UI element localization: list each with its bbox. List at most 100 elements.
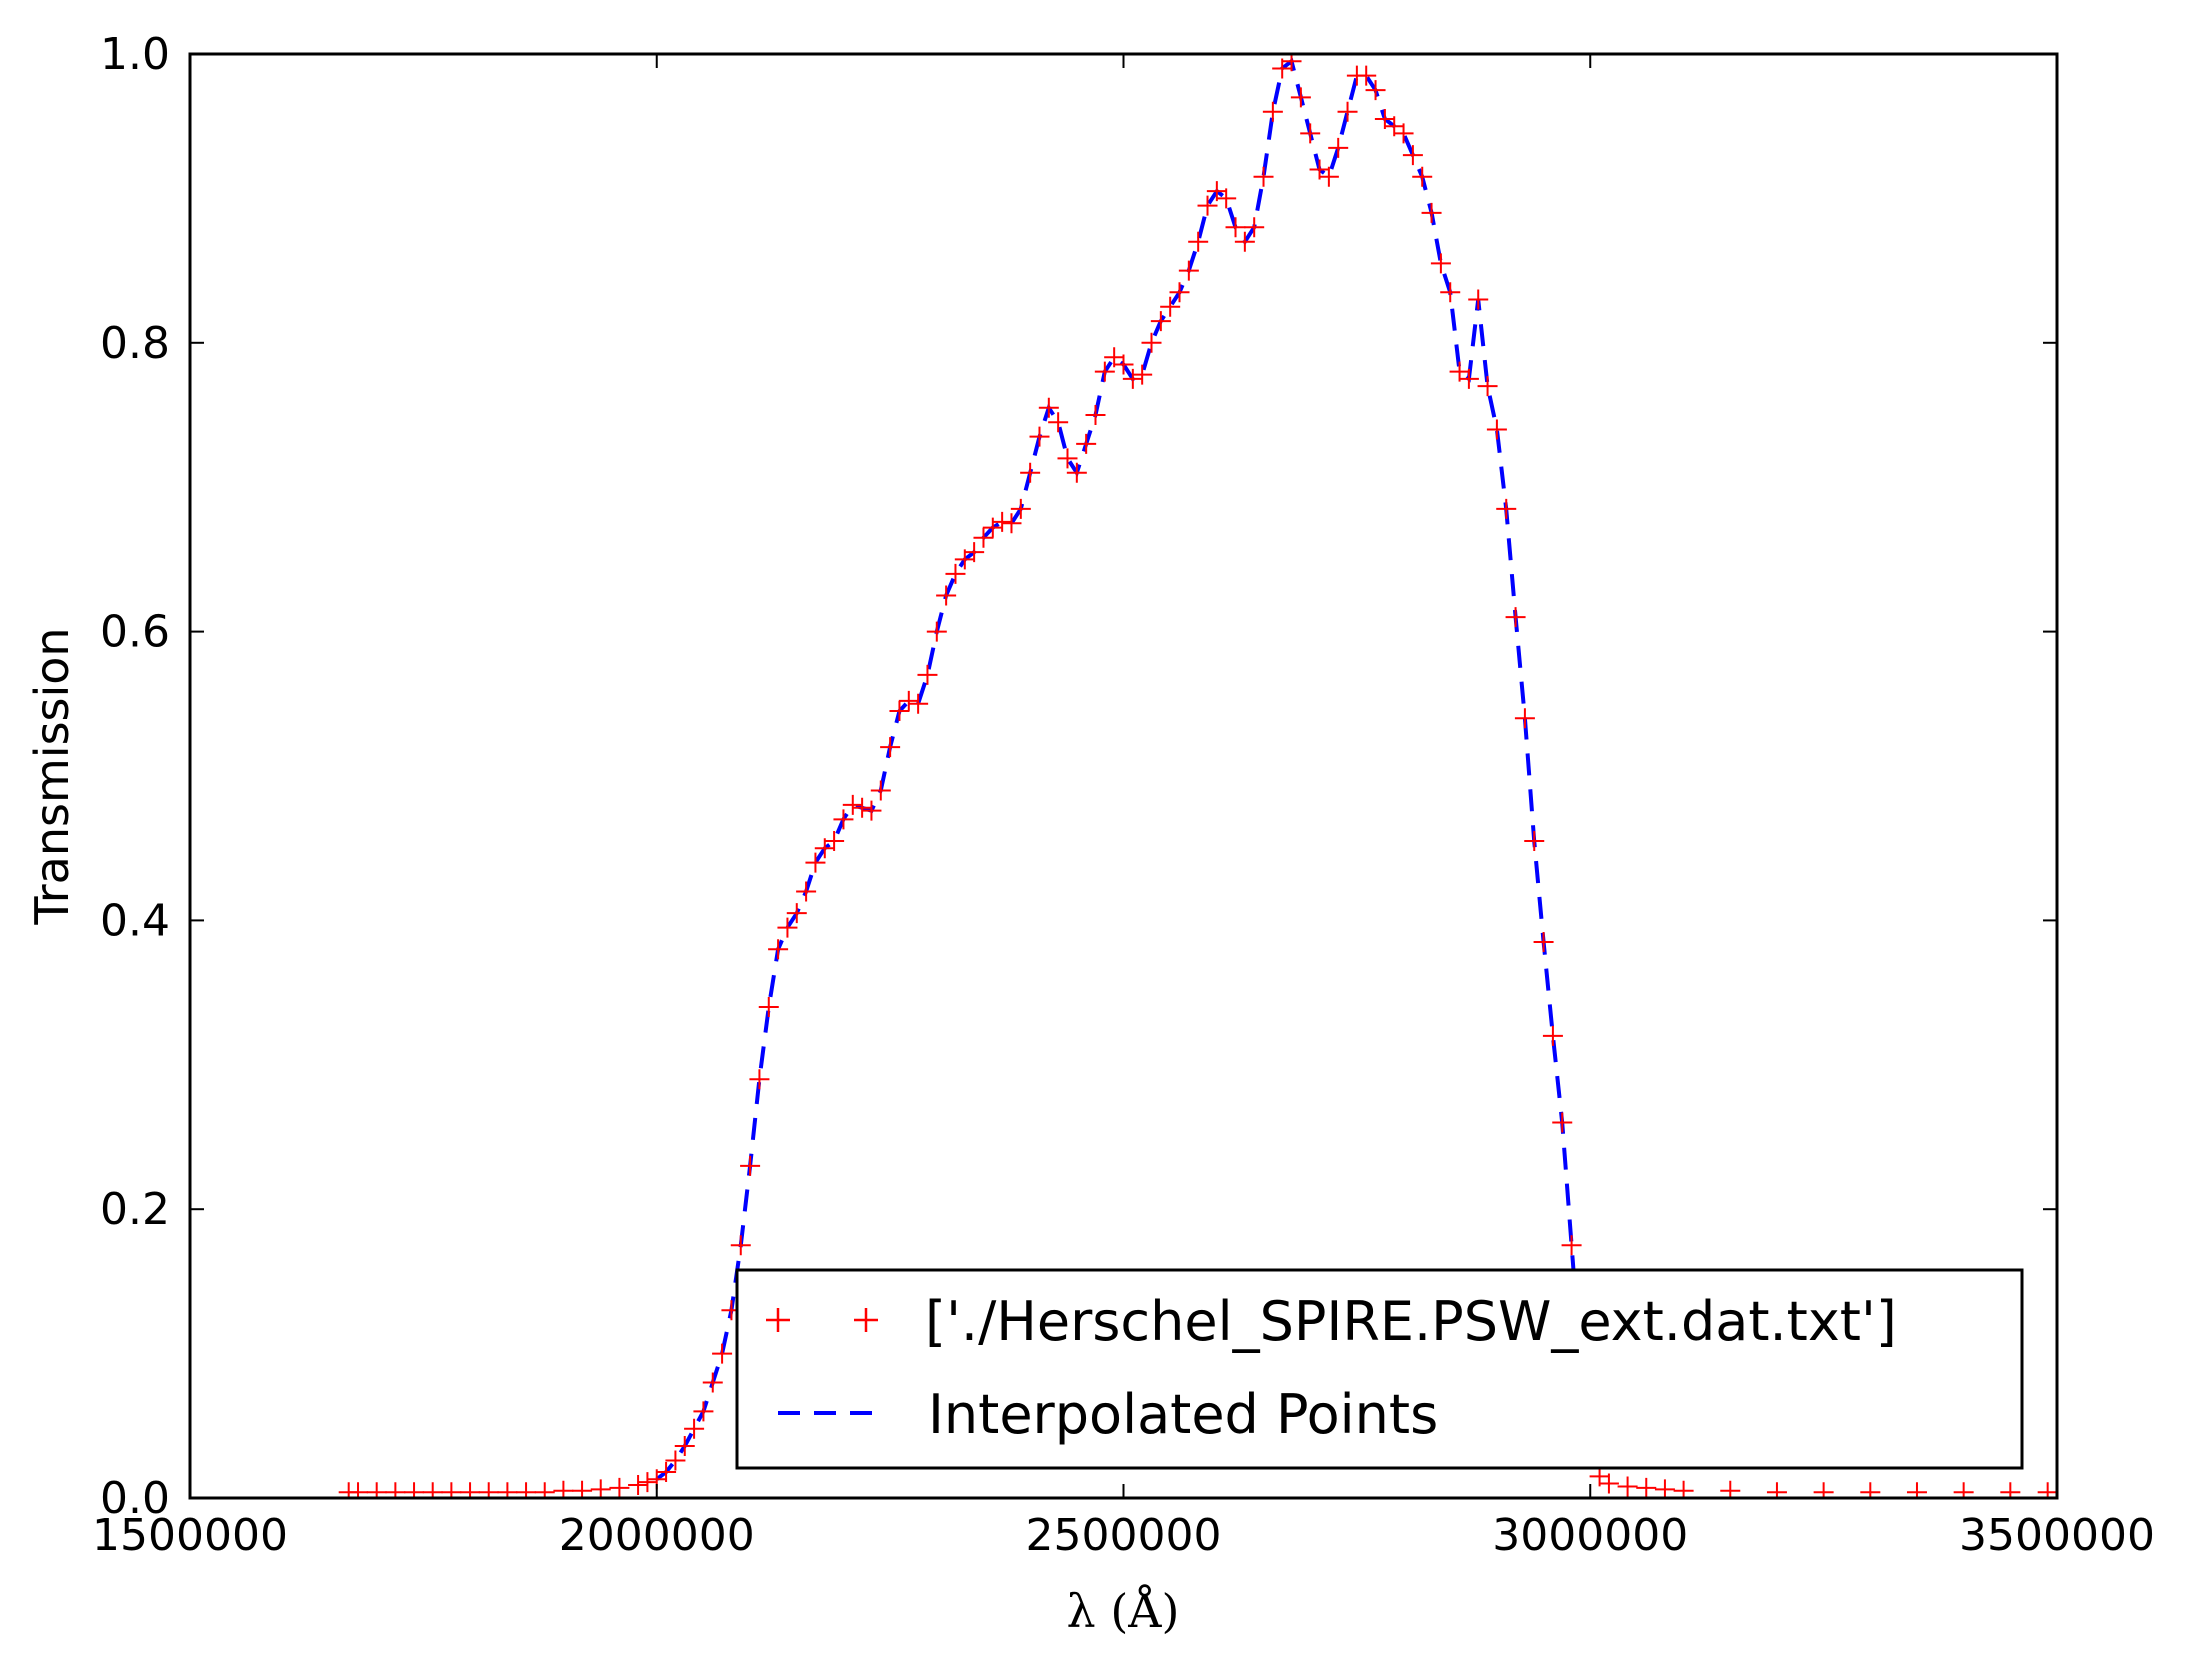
data-point-marker xyxy=(777,917,798,938)
data-point-marker xyxy=(1468,289,1489,310)
data-point-marker xyxy=(1328,137,1349,158)
data-point-marker xyxy=(908,693,929,714)
data-point-marker xyxy=(740,1155,761,1176)
data-point-marker xyxy=(1001,513,1022,534)
data-point-marker xyxy=(1076,433,1097,454)
y-tick-label: 0.0 xyxy=(100,1473,170,1524)
data-point-marker xyxy=(1636,1477,1657,1498)
x-tick-label: 2500000 xyxy=(1026,1510,1222,1561)
data-point-marker xyxy=(1225,217,1246,238)
data-point-marker xyxy=(1617,1476,1638,1497)
data-point-marker xyxy=(1216,188,1237,209)
data-point-marker xyxy=(1029,426,1050,447)
data-point-marker xyxy=(992,511,1013,532)
data-point-marker xyxy=(758,997,779,1018)
data-point-marker xyxy=(1524,830,1545,851)
data-point-marker xyxy=(1318,166,1339,187)
data-point-marker xyxy=(497,1482,518,1498)
y-tick-label: 0.4 xyxy=(100,895,170,946)
data-point-marker xyxy=(516,1482,537,1498)
data-point-marker xyxy=(2000,1482,2021,1498)
x-tick-label: 3000000 xyxy=(1492,1510,1688,1561)
data-point-marker xyxy=(712,1343,733,1364)
data-point-marker xyxy=(1178,260,1199,281)
data-point-marker xyxy=(1094,361,1115,382)
data-point-marker xyxy=(889,701,910,722)
data-point-marker xyxy=(1337,101,1358,122)
plot-frame xyxy=(188,52,2059,1500)
data-point-marker xyxy=(1132,364,1153,385)
data-point-marker xyxy=(880,737,901,758)
data-point-marker xyxy=(786,903,807,924)
plot-area xyxy=(338,54,2057,1498)
data-point-marker xyxy=(805,852,826,873)
data-point-marker xyxy=(674,1436,695,1457)
data-point-marker xyxy=(1188,231,1209,252)
data-point-marker xyxy=(1421,202,1442,223)
data-point-marker xyxy=(1953,1482,1974,1498)
data-point-marker xyxy=(1393,123,1414,144)
data-point-marker xyxy=(768,939,789,960)
data-point-marker xyxy=(833,809,854,830)
data-point-marker xyxy=(1253,166,1274,187)
data-point-marker xyxy=(1048,412,1069,433)
data-point-marker xyxy=(656,1462,677,1483)
x-tick-label: 1500000 xyxy=(92,1510,288,1561)
data-point-marker xyxy=(1038,397,1059,418)
data-point-marker xyxy=(1505,607,1526,628)
data-point-marker xyxy=(936,585,957,606)
data-point-marker xyxy=(422,1482,443,1498)
data-point-marker xyxy=(1440,282,1461,303)
data-point-marker xyxy=(628,1475,649,1495)
data-point-marker xyxy=(1430,253,1451,274)
x-axis-label: λ (Å) xyxy=(1067,1583,1180,1638)
data-point-marker xyxy=(1552,1112,1573,1133)
legend-label-markers: ['./Herschel_SPIRE.PSW_ext.dat.txt'] xyxy=(925,1290,1897,1353)
data-point-marker xyxy=(861,800,882,821)
data-point-marker xyxy=(926,621,947,642)
x-tick-label: 2000000 xyxy=(559,1510,755,1561)
y-tick-label: 0.2 xyxy=(100,1184,170,1235)
data-point-marker xyxy=(1057,448,1078,469)
data-point-marker xyxy=(1654,1479,1675,1498)
data-point-marker xyxy=(1813,1482,1834,1498)
data-point-marker xyxy=(1402,145,1423,166)
data-point-marker xyxy=(749,1069,770,1090)
data-point-marker xyxy=(534,1482,555,1498)
data-point-marker xyxy=(945,563,966,584)
data-point-marker xyxy=(1514,708,1535,729)
data-point-marker xyxy=(1365,80,1386,101)
data-point-marker xyxy=(796,881,817,902)
data-point-marker xyxy=(1234,231,1255,252)
data-point-marker xyxy=(1412,166,1433,187)
data-point-marker xyxy=(348,1482,369,1498)
data-point-marker xyxy=(1598,1473,1619,1494)
data-point-marker xyxy=(1561,1235,1582,1256)
data-point-marker xyxy=(842,794,863,815)
data-point-marker xyxy=(684,1418,705,1439)
data-point-marker xyxy=(1244,217,1265,238)
data-point-marker xyxy=(824,830,845,851)
data-point-marker xyxy=(366,1482,387,1498)
data-point-marker xyxy=(1141,332,1162,353)
x-tick-label: 3500000 xyxy=(1959,1510,2155,1561)
data-point-marker xyxy=(1906,1482,1927,1498)
data-point-marker xyxy=(730,1235,751,1256)
data-point-marker xyxy=(702,1372,723,1393)
y-tick-label: 0.6 xyxy=(100,607,170,658)
data-point-marker xyxy=(1122,368,1143,389)
y-axis-label: Transmission xyxy=(25,627,79,925)
legend-marker-sample xyxy=(766,1308,878,1332)
data-point-marker xyxy=(870,780,891,801)
data-point-marker xyxy=(1860,1482,1881,1498)
data-point-marker xyxy=(693,1401,714,1422)
data-point-marker xyxy=(973,527,994,548)
legend-label-interpolated: Interpolated Points xyxy=(928,1383,1438,1446)
data-point-marker xyxy=(1496,498,1517,519)
data-point-marker xyxy=(1197,195,1218,216)
data-point-marker xyxy=(898,690,919,711)
data-point-marker xyxy=(1262,101,1283,122)
data-point-marker xyxy=(1020,462,1041,483)
data-point-marker xyxy=(1169,282,1190,303)
